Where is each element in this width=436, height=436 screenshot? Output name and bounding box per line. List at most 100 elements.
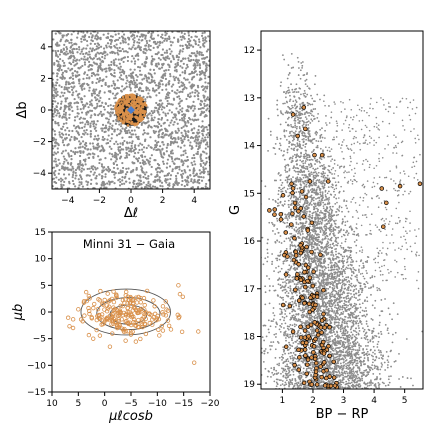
- pm-member-point: [115, 325, 120, 331]
- field-point: [146, 41, 149, 45]
- field-point: [188, 59, 191, 63]
- field-point: [192, 172, 195, 175]
- field-point: [120, 58, 123, 61]
- field-point: [165, 95, 168, 98]
- field-point: [127, 167, 130, 170]
- field-point: [107, 121, 110, 124]
- field-point: [157, 134, 160, 137]
- field-point: [182, 57, 185, 60]
- field-point: [157, 140, 160, 144]
- field-point: [126, 51, 129, 54]
- field-point: [85, 113, 88, 116]
- field-point: [158, 102, 161, 106]
- field-point: [77, 132, 80, 135]
- field-point: [158, 44, 161, 47]
- field-point: [185, 134, 188, 137]
- field-point: [205, 66, 208, 69]
- field-point: [183, 83, 186, 86]
- member-point: [121, 98, 125, 101]
- cmd-field-point: [345, 370, 348, 373]
- field-point: [128, 181, 131, 184]
- member-point: [126, 114, 130, 118]
- field-point: [62, 155, 65, 158]
- field-point: [71, 48, 74, 51]
- field-point: [93, 153, 96, 156]
- field-point: [137, 151, 140, 154]
- cmd-field-point: [302, 123, 305, 126]
- field-point: [84, 58, 87, 61]
- field-point: [179, 44, 182, 47]
- field-point: [61, 116, 64, 119]
- y-tick-label: 4: [40, 43, 46, 53]
- field-point: [186, 179, 189, 182]
- field-point: [118, 46, 121, 49]
- cmd-field-point: [306, 165, 309, 168]
- field-point: [114, 33, 117, 36]
- field-point: [109, 122, 112, 125]
- cmd-field-point: [334, 257, 337, 260]
- field-point: [167, 63, 170, 66]
- field-point: [67, 57, 70, 60]
- cmd-field-point: [350, 304, 352, 307]
- field-point: [103, 186, 107, 189]
- field-point: [89, 100, 92, 103]
- field-point: [110, 153, 114, 156]
- cmd-field-point: [348, 336, 351, 339]
- field-point: [171, 152, 174, 155]
- field-point: [105, 168, 108, 171]
- field-point: [132, 44, 135, 47]
- y-tick-label: −4: [33, 169, 47, 179]
- field-point: [130, 35, 133, 38]
- x-tick-label: 4: [191, 196, 197, 206]
- field-point: [78, 140, 81, 143]
- field-point: [82, 35, 86, 38]
- field-point: [72, 58, 75, 62]
- field-point: [56, 109, 59, 112]
- field-point: [147, 43, 150, 47]
- field-point: [205, 40, 208, 43]
- field-point: [61, 141, 65, 144]
- cmd-field-point: [283, 319, 285, 322]
- field-point: [170, 157, 174, 160]
- field-point: [91, 35, 94, 38]
- field-point: [197, 125, 201, 128]
- field-point: [113, 182, 116, 185]
- cmd-field-point: [281, 54, 284, 57]
- field-point: [103, 91, 106, 94]
- field-point: [109, 169, 112, 172]
- pm-member-point: [131, 317, 137, 322]
- pm-member-point: [141, 295, 147, 301]
- cmd-field-point: [331, 158, 334, 161]
- member-point: [117, 116, 120, 119]
- field-point: [102, 182, 105, 185]
- cmd-field-point: [266, 375, 269, 378]
- cmd-field-point: [379, 368, 382, 371]
- field-point: [121, 179, 124, 182]
- field-point: [76, 70, 79, 73]
- field-point: [159, 179, 162, 182]
- field-point: [152, 46, 155, 49]
- pm-member-point: [110, 331, 115, 336]
- field-point: [159, 184, 162, 187]
- cmd-field-point: [309, 225, 311, 228]
- field-point: [198, 66, 202, 70]
- field-point: [112, 108, 115, 111]
- pm-member-point: [86, 305, 91, 311]
- field-point: [190, 87, 193, 90]
- field-point: [137, 58, 140, 61]
- field-point: [68, 155, 71, 158]
- member-point: [126, 117, 130, 121]
- cmd-field-point: [296, 56, 299, 59]
- field-point: [71, 44, 74, 47]
- field-point: [169, 72, 172, 76]
- cmd-field-point: [304, 155, 307, 158]
- cmd-field-point: [316, 319, 319, 322]
- field-point: [56, 151, 60, 154]
- field-point: [169, 174, 173, 177]
- field-point: [117, 49, 120, 52]
- field-point: [199, 103, 202, 106]
- field-point: [168, 165, 172, 168]
- field-point: [161, 148, 164, 151]
- cmd-field-point: [342, 381, 345, 384]
- field-point: [68, 168, 71, 171]
